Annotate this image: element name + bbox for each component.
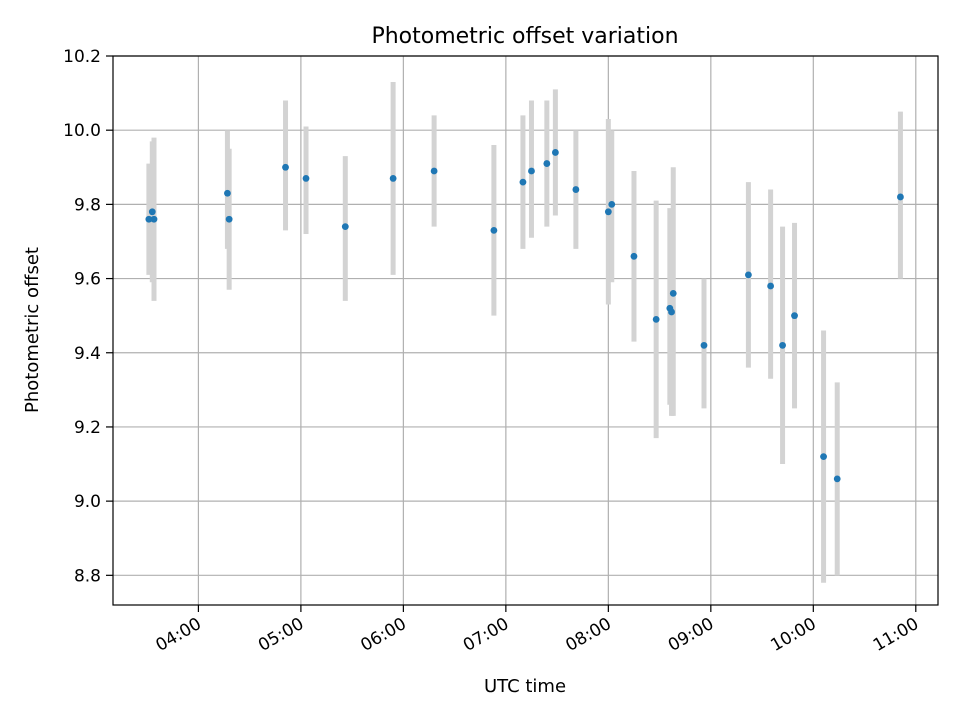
- y-tick-label: 8.8: [74, 566, 101, 586]
- data-point: [745, 271, 752, 279]
- data-point: [528, 167, 535, 175]
- y-axis: 8.8 9.0 9.2 9.4 9.6 9.8 10.0 10.2: [63, 47, 113, 586]
- data-point: [341, 223, 349, 231]
- data-point: [897, 193, 904, 201]
- data-point: [282, 163, 289, 171]
- data-point: [833, 475, 841, 483]
- data-point: [543, 160, 551, 167]
- data-point: [767, 282, 775, 290]
- data-point: [791, 312, 798, 320]
- x-axis-label: UTC time: [484, 676, 566, 697]
- data-point: [490, 226, 498, 234]
- data-point: [224, 189, 231, 197]
- data-point: [551, 149, 559, 156]
- data-point: [389, 175, 397, 182]
- data-point: [572, 186, 580, 193]
- data-point: [302, 175, 310, 182]
- data-point: [430, 167, 438, 175]
- data-point: [145, 215, 153, 223]
- data-point: [148, 208, 156, 216]
- data-point: [225, 215, 233, 223]
- grid: [113, 55, 938, 605]
- y-tick-label: 9.0: [74, 492, 101, 512]
- chart-title: Photometric offset variation: [371, 24, 678, 49]
- data-point: [608, 200, 616, 208]
- data-points: [145, 149, 904, 483]
- data-point: [652, 315, 660, 323]
- y-tick-label: 9.8: [74, 195, 101, 215]
- y-tick-label: 9.6: [74, 270, 101, 290]
- data-point: [519, 178, 527, 186]
- data-point: [668, 308, 675, 316]
- data-point: [779, 341, 786, 349]
- plot-frame: [112, 55, 939, 606]
- y-axis-label: Photometric offset: [22, 247, 43, 413]
- data-point: [669, 290, 677, 297]
- data-point: [820, 453, 827, 461]
- y-tick-label: 10.2: [63, 47, 101, 67]
- data-point: [604, 208, 612, 216]
- data-point: [150, 215, 158, 223]
- y-tick-label: 9.2: [74, 418, 101, 438]
- data-point: [630, 252, 638, 260]
- y-tick-label: 10.0: [63, 121, 101, 141]
- data-point: [700, 341, 708, 349]
- y-tick-label: 9.4: [74, 344, 101, 364]
